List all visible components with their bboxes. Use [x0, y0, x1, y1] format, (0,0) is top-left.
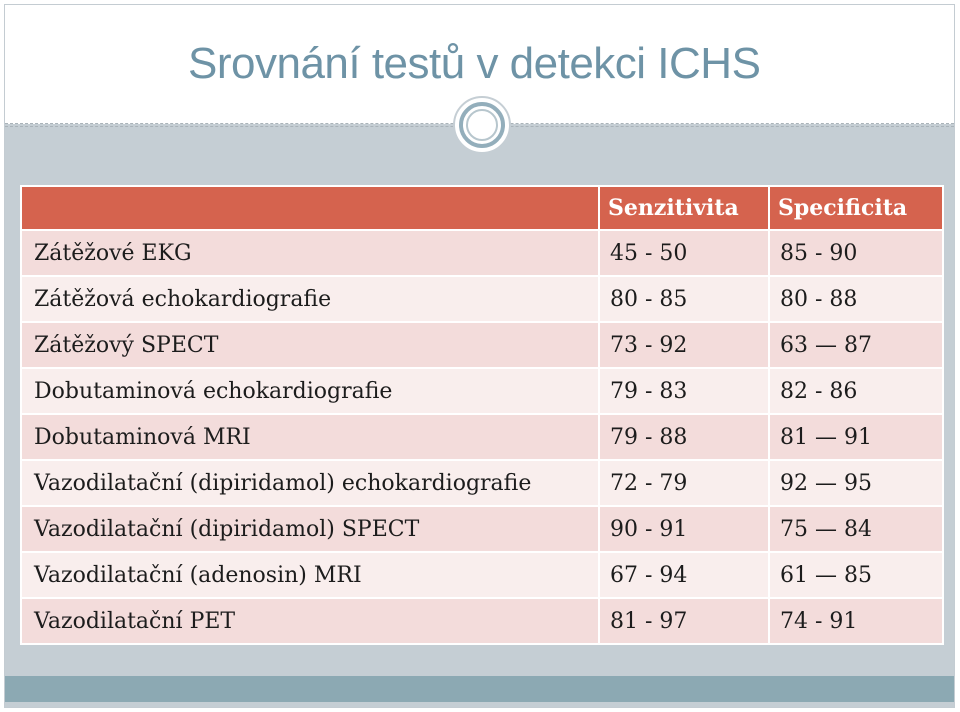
specificity-cell: 61 — 85 — [768, 551, 944, 599]
test-name-cell: Vazodilatační (dipiridamol) echokardiogr… — [20, 459, 600, 507]
sensitivity-cell: 79 - 88 — [598, 413, 770, 461]
concentric-circle-emblem-icon — [453, 96, 511, 154]
test-name-cell: Vazodilatační PET — [20, 597, 600, 645]
specificity-cell: 85 - 90 — [768, 229, 944, 277]
specificity-cell: 80 - 88 — [768, 275, 944, 323]
table-row: Vazodilatační (dipiridamol) SPECT 90 - 9… — [20, 505, 944, 553]
table-row: Zátěžový SPECT 73 - 92 63 — 87 — [20, 321, 944, 369]
comparison-table: Senzitivita Specificita Zátěžové EKG 45 … — [20, 185, 944, 645]
header-cell-test — [20, 185, 600, 231]
table-header-row: Senzitivita Specificita — [20, 185, 944, 231]
header-cell-specificity: Specificita — [768, 185, 944, 231]
slide-title: Srovnání testů v detekci ICHS — [188, 39, 761, 88]
table-row: Vazodilatační PET 81 - 97 74 - 91 — [20, 597, 944, 645]
specificity-cell: 74 - 91 — [768, 597, 944, 645]
test-name-cell: Dobutaminová echokardiografie — [20, 367, 600, 415]
test-name-cell: Zátěžové EKG — [20, 229, 600, 277]
specificity-cell: 92 — 95 — [768, 459, 944, 507]
specificity-cell: 81 — 91 — [768, 413, 944, 461]
sensitivity-cell: 72 - 79 — [598, 459, 770, 507]
table-row: Vazodilatační (adenosin) MRI 67 - 94 61 … — [20, 551, 944, 599]
sensitivity-cell: 79 - 83 — [598, 367, 770, 415]
specificity-cell: 75 — 84 — [768, 505, 944, 553]
test-name-cell: Zátěžový SPECT — [20, 321, 600, 369]
footer-bar — [5, 676, 954, 702]
sensitivity-cell: 73 - 92 — [598, 321, 770, 369]
test-name-cell: Zátěžová echokardiografie — [20, 275, 600, 323]
table-row: Dobutaminová MRI 79 - 88 81 — 91 — [20, 413, 944, 461]
table-row: Zátěžové EKG 45 - 50 85 - 90 — [20, 229, 944, 277]
table-row: Zátěžová echokardiografie 80 - 85 80 - 8… — [20, 275, 944, 323]
sensitivity-cell: 90 - 91 — [598, 505, 770, 553]
header-cell-sensitivity: Senzitivita — [598, 185, 770, 231]
test-name-cell: Vazodilatační (adenosin) MRI — [20, 551, 600, 599]
specificity-cell: 82 - 86 — [768, 367, 944, 415]
sensitivity-cell: 67 - 94 — [598, 551, 770, 599]
sensitivity-cell: 45 - 50 — [598, 229, 770, 277]
sensitivity-cell: 80 - 85 — [598, 275, 770, 323]
test-name-cell: Dobutaminová MRI — [20, 413, 600, 461]
table-row: Vazodilatační (dipiridamol) echokardiogr… — [20, 459, 944, 507]
table-row: Dobutaminová echokardiografie 79 - 83 82… — [20, 367, 944, 415]
specificity-cell: 63 — 87 — [768, 321, 944, 369]
sensitivity-cell: 81 - 97 — [598, 597, 770, 645]
test-name-cell: Vazodilatační (dipiridamol) SPECT — [20, 505, 600, 553]
